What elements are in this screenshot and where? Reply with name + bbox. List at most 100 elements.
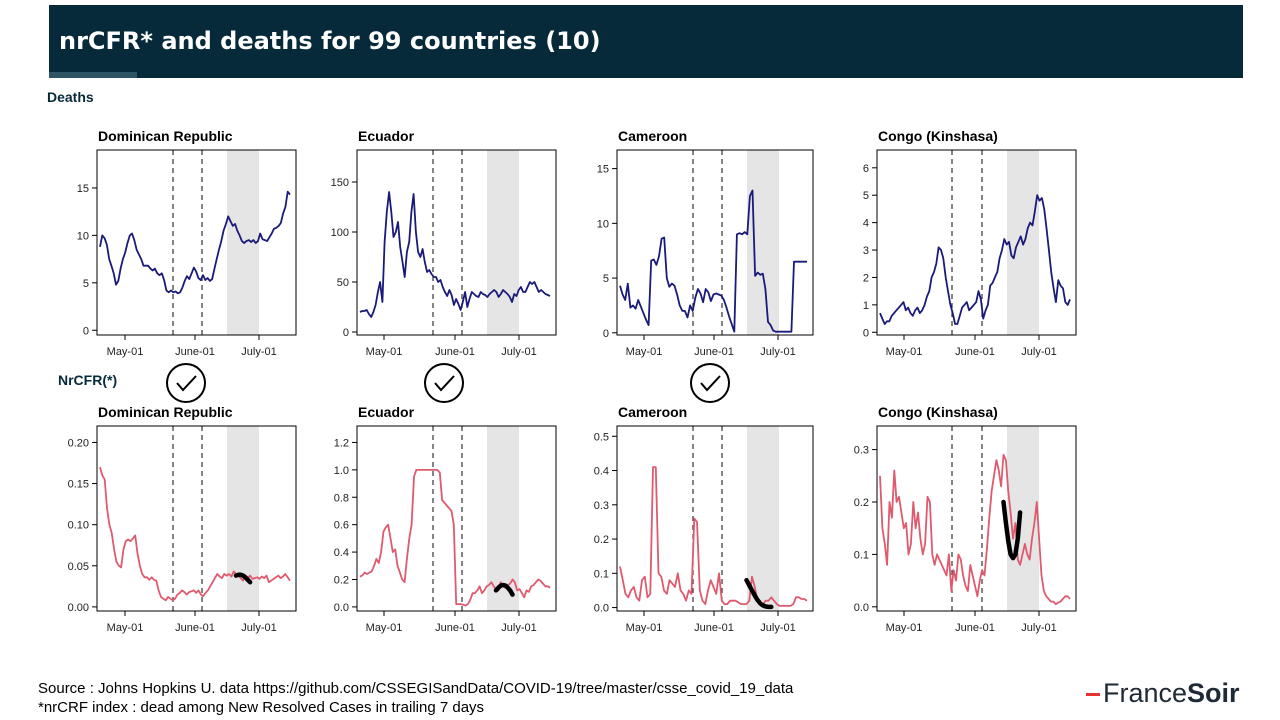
x-tick-label: July-01 <box>1021 622 1056 634</box>
fit-curve <box>744 577 774 610</box>
x-tick-label: July-01 <box>501 346 536 358</box>
checkmark-icon <box>424 363 464 403</box>
x-tick-label: June-01 <box>435 622 475 634</box>
y-tick-label: 0.10 <box>68 520 89 532</box>
series-line <box>99 466 291 602</box>
page-title: nrCFR* and deaths for 99 countries (10) <box>59 27 601 55</box>
series-line <box>619 466 808 607</box>
plot-frame <box>96 149 297 336</box>
chart-ecuador-deaths: 0 50 100 150 May-01 June-01 July-01 Ecuador <box>331 128 557 358</box>
x-tick-label: June-01 <box>175 622 215 634</box>
chart-dominican-republic-deaths: 0 5 10 15 May-01 June-01 July-01 Dominican Repu… <box>77 128 297 358</box>
chart-title: Cameroon <box>618 404 687 420</box>
y-tick-label: 0.1 <box>594 568 609 580</box>
x-tick-label: May-01 <box>107 622 144 634</box>
chart-title: Dominican Republic <box>98 128 233 144</box>
index-note: *nrCRF index : dead among New Resolved C… <box>38 699 485 716</box>
plot-frame <box>616 149 814 336</box>
chart-cameroon-nrcfr: 0.0 0.1 0.2 0.3 0.4 0.5 May-01 June-01 July-01 Ca… <box>594 404 814 634</box>
y-tick-label: 5 <box>863 190 869 202</box>
deaths-section-label: Deaths <box>47 89 94 105</box>
y-tick-label: 10 <box>597 218 609 230</box>
y-tick-label: 1.0 <box>334 465 349 477</box>
y-tick-label: 5 <box>83 278 89 290</box>
francesoir-logo: FranceSoir <box>1086 678 1240 709</box>
y-tick-label: 0.0 <box>854 602 869 614</box>
y-tick-label: 0.8 <box>334 492 349 504</box>
logo-part1: France <box>1103 678 1188 708</box>
y-tick-label: 0.1 <box>854 549 869 561</box>
checkmark-icon <box>166 363 206 403</box>
chart-title: Dominican Republic <box>98 404 233 420</box>
y-tick-label: 0.6 <box>334 520 349 532</box>
x-tick-label: June-01 <box>955 622 995 634</box>
y-tick-label: 2 <box>863 272 869 284</box>
nrcfr-section-label: NrCFR(*) <box>58 372 118 388</box>
series-line <box>879 194 1071 325</box>
plot-frame <box>616 425 814 612</box>
fit-curve <box>493 582 515 597</box>
y-tick-label: 0.15 <box>68 479 89 491</box>
shaded-window <box>487 150 519 335</box>
shaded-window <box>747 150 779 335</box>
chart-title: Ecuador <box>358 128 415 144</box>
y-tick-label: 0.5 <box>594 431 609 443</box>
x-tick-label: May-01 <box>626 346 663 358</box>
x-tick-label: May-01 <box>366 622 403 634</box>
title-accent <box>49 72 137 78</box>
y-tick-label: 4 <box>863 218 869 230</box>
x-tick-label: July-01 <box>501 622 536 634</box>
x-tick-label: July-01 <box>241 346 276 358</box>
chart-title: Cameroon <box>618 128 687 144</box>
x-tick-label: June-01 <box>175 346 215 358</box>
y-tick-label: 0.0 <box>594 603 609 615</box>
x-tick-label: May-01 <box>886 346 923 358</box>
x-tick-label: July-01 <box>760 346 795 358</box>
y-tick-label: 0 <box>83 325 89 337</box>
y-tick-label: 0 <box>863 327 869 339</box>
y-tick-label: 1.2 <box>334 437 349 449</box>
series-line <box>619 189 807 333</box>
y-tick-label: 100 <box>331 227 349 239</box>
y-tick-label: 0.4 <box>334 547 349 559</box>
title-bar: nrCFR* and deaths for 99 countries (10) <box>49 5 1243 78</box>
fit-curve <box>233 572 253 585</box>
y-tick-label: 0.4 <box>594 466 609 478</box>
y-tick-label: 0.0 <box>334 602 349 614</box>
chart-title: Congo (Kinshasa) <box>878 404 998 420</box>
y-tick-label: 0.3 <box>854 445 869 457</box>
y-tick-label: 0.05 <box>68 561 89 573</box>
x-tick-label: June-01 <box>694 346 734 358</box>
y-tick-label: 0.00 <box>68 602 89 614</box>
chart-congo-kinshasa-deaths: 0 1 2 3 4 5 6 May-01 June-01 July-01 Congo (Kinsha… <box>863 128 1077 358</box>
x-tick-label: May-01 <box>886 622 923 634</box>
y-tick-label: 5 <box>603 273 609 285</box>
x-tick-label: June-01 <box>955 346 995 358</box>
x-tick-label: June-01 <box>694 622 734 634</box>
y-tick-label: 0.3 <box>594 500 609 512</box>
chart-congo-kinshasa-nrcfr: 0.0 0.1 0.2 0.3 May-01 June-01 July-01 Congo (K… <box>854 404 1077 634</box>
y-tick-label: 15 <box>597 164 609 176</box>
y-tick-label: 0.2 <box>334 574 349 586</box>
plot-frame <box>356 149 557 336</box>
source-note: Source : Johns Hopkins U. data https://g… <box>38 680 794 697</box>
y-tick-label: 150 <box>331 177 349 189</box>
x-tick-label: July-01 <box>760 622 795 634</box>
chart-ecuador-nrcfr: 0.0 0.2 0.4 0.6 0.8 1.0 1.2 May-01 June-01 July-0… <box>334 404 557 634</box>
chart-dominican-republic-nrcfr: 0.00 0.05 0.10 0.15 0.20 May-01 June-01 July-01… <box>68 404 297 634</box>
plot-frame <box>96 425 297 612</box>
series-line <box>879 453 1071 606</box>
y-tick-label: 0.20 <box>68 437 89 449</box>
x-tick-label: June-01 <box>435 346 475 358</box>
y-tick-label: 0.2 <box>854 497 869 509</box>
x-tick-label: May-01 <box>366 346 403 358</box>
series-line <box>99 190 291 295</box>
series-line <box>359 468 551 607</box>
x-tick-label: May-01 <box>626 622 663 634</box>
y-tick-label: 0 <box>343 327 349 339</box>
chart-title: Ecuador <box>358 404 415 420</box>
y-tick-label: 0 <box>603 328 609 340</box>
plot-frame <box>356 425 557 612</box>
y-tick-label: 1 <box>863 300 869 312</box>
